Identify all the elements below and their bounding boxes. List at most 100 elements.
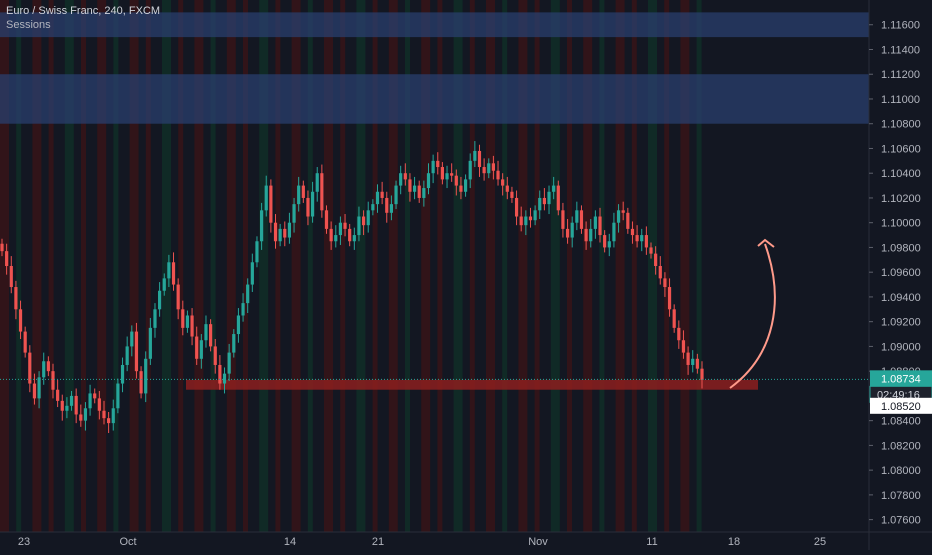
candle-body (18, 309, 23, 332)
session-stripe (372, 0, 378, 532)
session-stripe (243, 0, 248, 532)
candle-body (158, 290, 162, 310)
price-tick-label: 1.11400 (881, 44, 920, 56)
candle-body (389, 204, 394, 213)
candle-body (51, 371, 55, 390)
time-tick-label: 11 (646, 536, 657, 548)
candle-body (111, 408, 115, 424)
candle-body (134, 331, 139, 372)
candle-body (394, 185, 398, 205)
level-tag-label: 1.08520 (881, 401, 921, 413)
candle-body (366, 210, 370, 226)
session-stripe (259, 0, 269, 532)
candle-body (635, 235, 639, 242)
candle-body (74, 395, 78, 415)
candle-body (357, 216, 361, 236)
support-zone (186, 379, 758, 390)
candle-body (195, 336, 199, 359)
candle-body (264, 185, 268, 211)
candle-body (496, 170, 500, 180)
candle-body (524, 216, 528, 226)
sessions-study-label[interactable]: Sessions (6, 19, 51, 31)
candle-body (250, 262, 254, 285)
time-tick-label: 21 (372, 536, 384, 548)
candle-body (232, 334, 236, 353)
session-stripe (388, 0, 398, 532)
candle-body (612, 222, 616, 242)
session-stripe (615, 0, 625, 532)
price-tick-label: 1.09400 (881, 292, 921, 304)
session-stripe (356, 0, 366, 532)
candle-body (626, 212, 630, 229)
candle-body (23, 331, 27, 353)
chart-header: Euro / Swiss Franc, 240, FXCM Sessions (6, 4, 160, 32)
candle-body (218, 364, 222, 384)
candle-body (593, 216, 597, 229)
candle-body (185, 315, 190, 328)
candle-body (5, 251, 9, 266)
candle-body (380, 191, 384, 198)
resistance-zone-lower-resistance (0, 74, 869, 124)
candle-body (552, 185, 556, 192)
candle-body (120, 364, 125, 384)
candle-body (69, 395, 74, 406)
candle-body (32, 383, 37, 399)
session-stripe (583, 0, 593, 532)
symbol-title: Euro / Swiss Franc, 240, FXCM (6, 5, 161, 17)
candle-body (477, 150, 482, 168)
candle-body (616, 210, 621, 223)
resistance-zone-upper-resistance (0, 12, 869, 38)
session-stripe (421, 0, 431, 532)
candle-body (385, 197, 389, 213)
session-stripe (567, 0, 572, 532)
session-stripe (631, 0, 637, 532)
session-stripe (275, 0, 281, 532)
candle-body (575, 210, 579, 223)
candle-body (589, 228, 593, 242)
session-stripe (534, 0, 540, 532)
session-stripe (680, 0, 690, 532)
price-tick-label: 1.11200 (881, 69, 920, 81)
candle-body (42, 361, 46, 378)
candle-body (491, 163, 495, 171)
candle-body (171, 262, 176, 285)
session-stripe (48, 0, 54, 532)
candle-body (352, 235, 356, 242)
candle-body (348, 228, 352, 242)
candle-body (547, 191, 551, 205)
candle-body (144, 358, 148, 394)
current-price-label: 1.08734 (881, 373, 921, 385)
price-tick-label: 1.08200 (881, 440, 921, 452)
candle-body (487, 163, 491, 174)
time-tick-label: 18 (728, 536, 740, 548)
price-tick-label: 1.11000 (881, 94, 920, 106)
session-stripe (340, 0, 346, 532)
candle-body (329, 228, 333, 242)
candle-body (93, 393, 97, 399)
session-stripe (129, 0, 139, 532)
current-price-tag (870, 370, 932, 387)
candle-body (686, 352, 690, 365)
candle-body (9, 266, 13, 288)
candle-body (440, 167, 444, 180)
candle-body (644, 235, 648, 248)
candle-body (667, 287, 672, 310)
candle-body (598, 216, 602, 236)
candle-body (0, 243, 4, 252)
candle-body (107, 418, 111, 424)
candle-body (514, 197, 519, 217)
session-stripe (437, 0, 443, 532)
candle-body (167, 262, 171, 279)
candle-body (417, 185, 421, 198)
time-tick-label: 25 (814, 536, 826, 548)
candle-body (213, 346, 217, 365)
session-stripe (664, 0, 670, 532)
candle-body (649, 247, 653, 254)
session-stripe (696, 0, 702, 532)
candles (0, 141, 704, 434)
time-tick-label: Oct (119, 536, 136, 548)
candle-body (46, 361, 50, 372)
session-stripe (145, 0, 151, 532)
